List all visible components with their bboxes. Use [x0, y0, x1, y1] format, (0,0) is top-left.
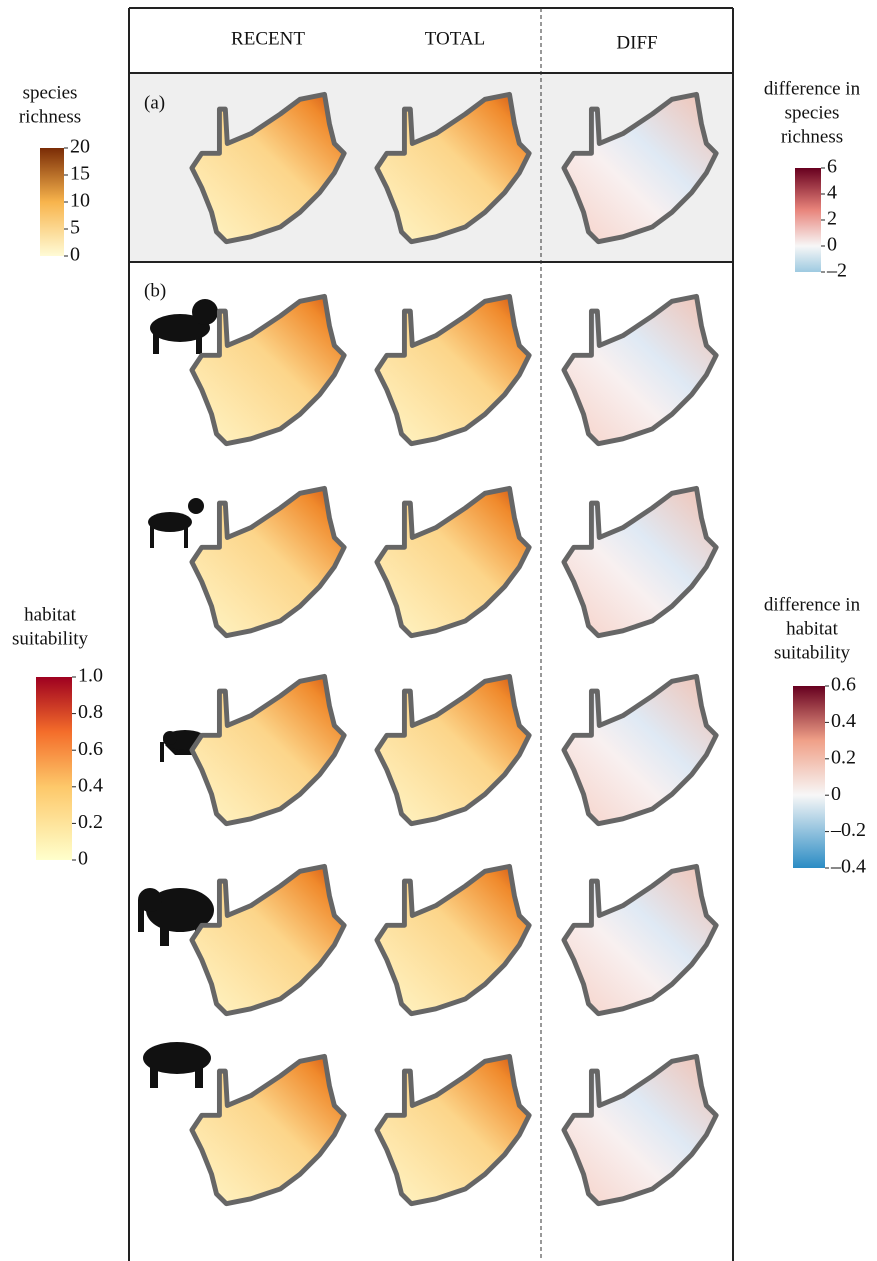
colorbar-tick-label: –2 [826, 260, 847, 282]
colorbar-tick-label: 0.6 [78, 738, 103, 760]
hippo [143, 1042, 211, 1088]
column-header: DIFF [616, 32, 657, 53]
colorbar-tick-label: 0 [827, 234, 837, 256]
colorbar-tick-label: –0.4 [830, 856, 866, 878]
colorbar-tick-label: 10 [70, 190, 90, 212]
legend-title: species [785, 102, 840, 123]
colorbar-tick-label: 6 [827, 156, 837, 178]
map [564, 488, 716, 635]
colorbar-tick-label: 0.4 [831, 710, 856, 732]
map [377, 676, 529, 823]
column-header: TOTAL [425, 28, 485, 49]
legend-title: suitability [12, 628, 89, 649]
legend-title: habitat [24, 604, 76, 625]
colorbar [793, 686, 825, 868]
map [564, 1056, 716, 1203]
legend-title: difference in [764, 78, 861, 99]
colorbar-tick-label: 4 [827, 182, 837, 204]
map [377, 296, 529, 443]
colorbar [36, 677, 72, 860]
map [192, 866, 344, 1013]
colorbar-tick-label: 5 [70, 217, 80, 239]
column-header: RECENT [231, 28, 305, 49]
map [192, 676, 344, 823]
colorbar-tick-label: 1.0 [78, 665, 103, 687]
colorbar-tick-label: 20 [70, 136, 90, 158]
wild-dog [148, 498, 204, 548]
colorbar-tick-label: 0 [78, 848, 88, 870]
colorbar-tick-label: –0.2 [830, 819, 866, 841]
colorbar [795, 168, 821, 272]
map [192, 1056, 344, 1203]
map [377, 866, 529, 1013]
legend-title: species [23, 82, 78, 103]
colorbar-tick-label: 0.8 [78, 701, 103, 723]
map [564, 866, 716, 1013]
legend-title: suitability [774, 642, 851, 663]
colorbar-tick-label: 15 [70, 163, 90, 185]
legend-title: richness [19, 106, 81, 127]
lion [150, 299, 218, 354]
colorbar-tick-label: 0 [831, 783, 841, 805]
map [564, 296, 716, 443]
figure: RECENT TOTAL DIFF (a) (b) species richnes… [0, 0, 877, 1261]
colorbar-tick-label: 0.4 [78, 774, 103, 796]
map [377, 1056, 529, 1203]
legend-title: richness [781, 126, 843, 147]
colorbar-tick-label: 0.2 [831, 746, 856, 768]
panel-label: (a) [144, 92, 165, 113]
legend-title: difference in [764, 594, 861, 615]
colorbar [40, 148, 64, 256]
colorbar-tick-label: 0.2 [78, 811, 103, 833]
colorbar-tick-label: 0.6 [831, 674, 856, 696]
colorbar-tick-label: 2 [827, 208, 837, 230]
map [192, 488, 344, 635]
colorbar-tick-label: 0 [70, 244, 80, 266]
panel-label: (b) [144, 280, 166, 301]
legend-title: habitat [786, 618, 838, 639]
map [377, 488, 529, 635]
map [564, 676, 716, 823]
